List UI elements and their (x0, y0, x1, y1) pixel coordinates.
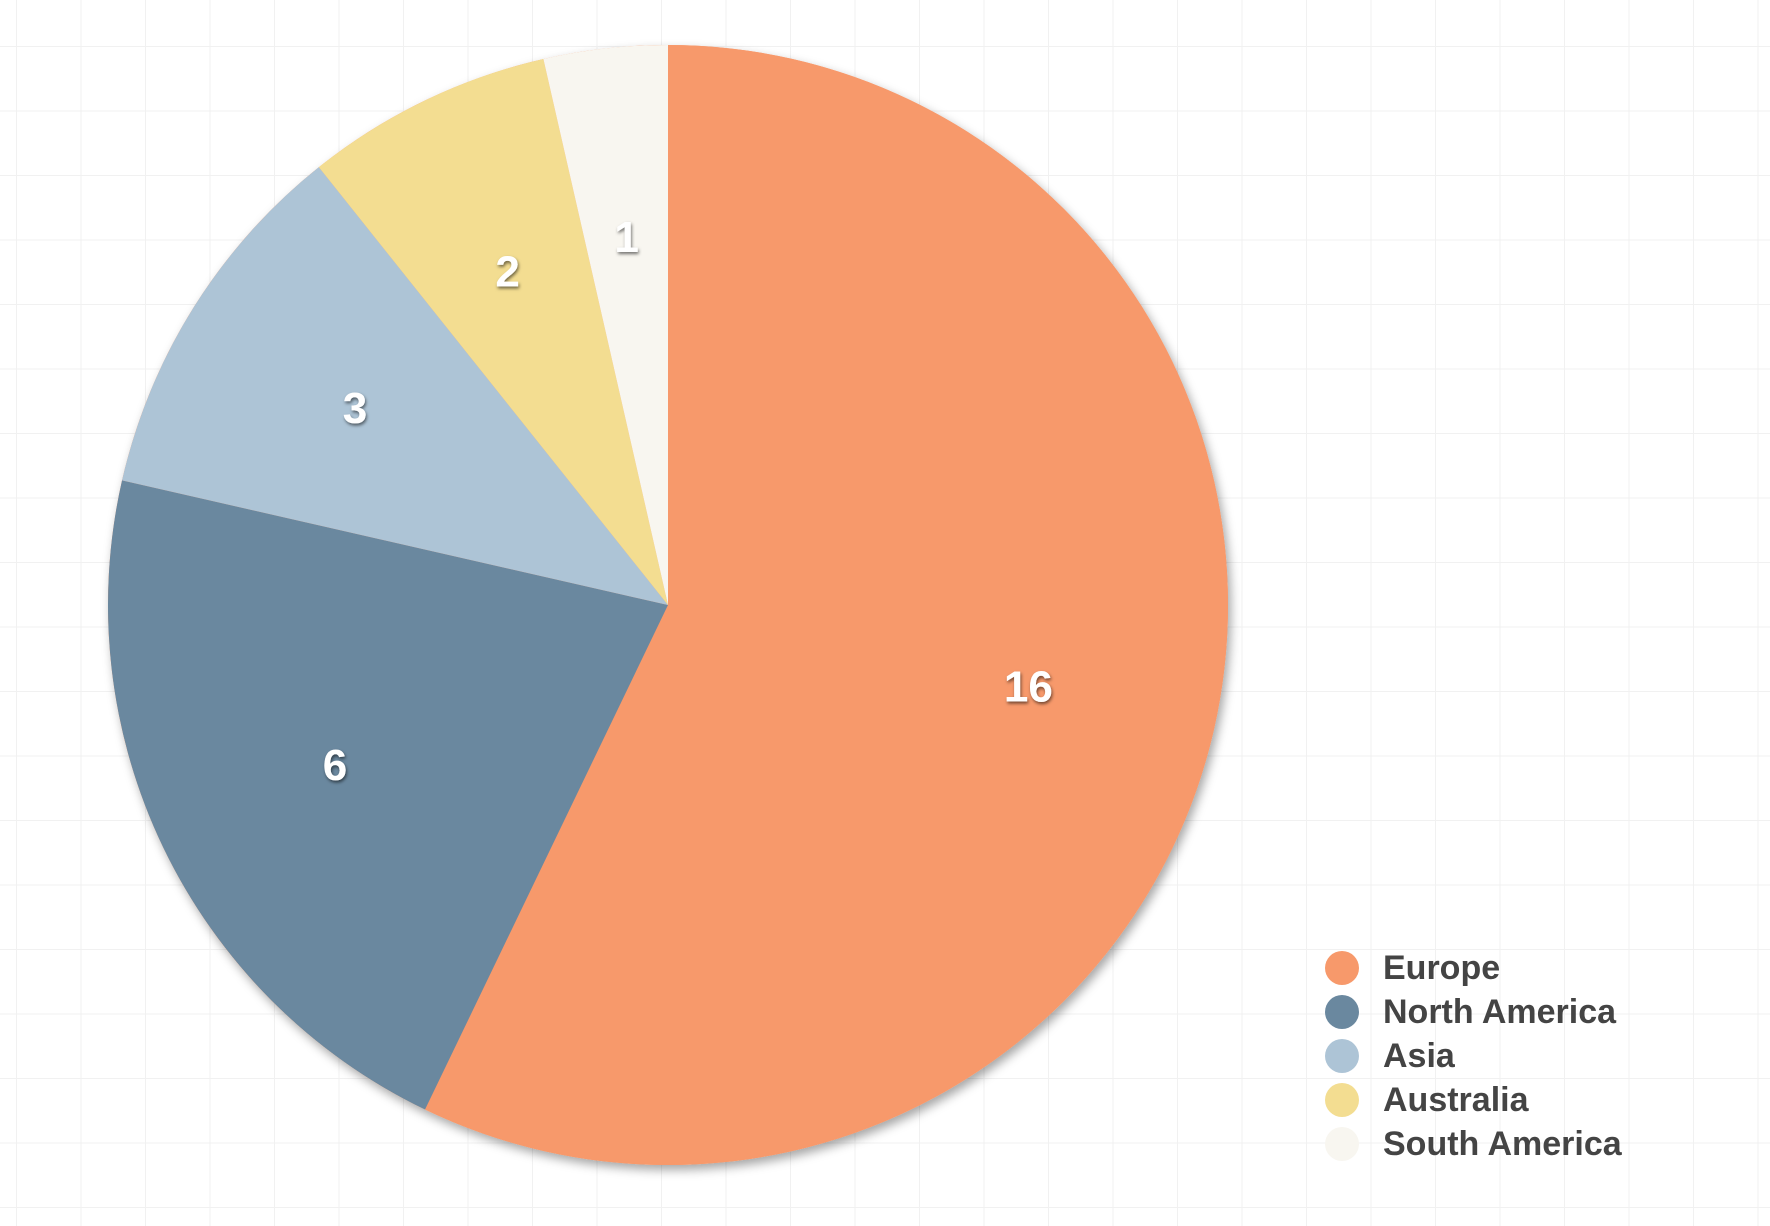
legend-swatch-north-america (1325, 995, 1359, 1029)
legend-label-south-america: South America (1383, 1124, 1622, 1163)
pie-slice-asia[interactable] (122, 167, 669, 605)
legend-item-australia[interactable]: Australia (1325, 1078, 1725, 1122)
legend-swatch-asia (1325, 1039, 1359, 1073)
data-label-europe: 16 (1004, 663, 1053, 712)
legend-label-north-america: North America (1383, 992, 1617, 1031)
legend-swatch-europe (1325, 951, 1359, 985)
legend-item-europe[interactable]: Europe (1325, 946, 1725, 990)
legend-item-asia[interactable]: Asia (1325, 1034, 1725, 1078)
legend-swatch-south-america (1325, 1127, 1359, 1161)
pie-slice-south-america[interactable] (543, 45, 668, 605)
legend-label-europe: Europe (1383, 948, 1501, 987)
pie-slice-europe[interactable] (425, 45, 1229, 1165)
pie-data-labels: 16 6 3 2 1 (323, 213, 1053, 790)
legend-swatch-australia (1325, 1083, 1359, 1117)
data-label-asia: 3 (343, 384, 367, 433)
legend-item-north-america[interactable]: North America (1325, 990, 1725, 1034)
legend-label-australia: Australia (1383, 1080, 1529, 1119)
legend-label-asia: Asia (1383, 1036, 1455, 1075)
pie-slice-australia[interactable] (318, 59, 668, 606)
data-label-australia: 2 (495, 248, 519, 297)
data-label-north-america: 6 (323, 741, 347, 790)
legend: Europe North America Asia Australia Sout… (1325, 946, 1725, 1176)
pie-slice-north-america[interactable] (108, 480, 669, 1110)
pie-slices (108, 45, 1229, 1165)
legend-item-south-america[interactable]: South America (1325, 1122, 1725, 1166)
data-label-south-america: 1 (614, 213, 638, 262)
